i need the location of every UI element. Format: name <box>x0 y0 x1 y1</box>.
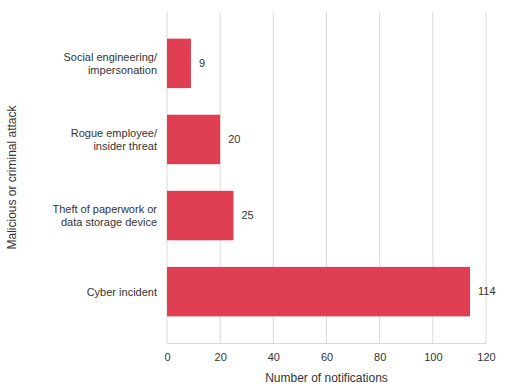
x-tick: 40 <box>268 343 280 363</box>
grid <box>167 12 486 343</box>
y-tick: Theft of paperwork ordata storage device <box>52 203 167 228</box>
x-tick-label: 20 <box>215 351 227 363</box>
y-tick-label: Theft of paperwork ordata storage device <box>52 203 157 228</box>
y-tick-label-line: impersonation <box>88 64 157 76</box>
y-tick-label-line: Social engineering/ <box>63 51 158 63</box>
y-tick-label: Rogue employee/insider threat <box>71 127 158 152</box>
x-axis: 0 20 40 60 80 100 120 <box>164 343 495 363</box>
x-tick: 20 <box>215 343 227 363</box>
data-label: 114 <box>478 285 496 297</box>
bar <box>167 267 470 316</box>
x-axis-title: Number of notifications <box>265 371 388 385</box>
y-axis-title: Malicious or criminal attack <box>5 104 19 249</box>
y-tick-label-line: insider threat <box>93 140 157 152</box>
bar <box>167 39 191 88</box>
x-tick: 60 <box>321 343 333 363</box>
y-tick-label: Social engineering/impersonation <box>63 51 158 76</box>
y-tick-label-line: Rogue employee/ <box>71 127 158 139</box>
x-tick-label: 0 <box>164 351 170 363</box>
y-axis: Social engineering/impersonation Rogue em… <box>52 13 167 344</box>
x-tick-label: 100 <box>424 351 442 363</box>
y-tick: Rogue employee/insider threat <box>71 127 167 152</box>
x-tick-label: 120 <box>477 351 495 363</box>
y-tick-label-line: Theft of paperwork or <box>52 203 157 215</box>
x-axis-line <box>168 343 487 344</box>
data-label: 25 <box>241 209 253 221</box>
x-tick: 120 <box>477 343 495 363</box>
data-label: 20 <box>228 133 240 145</box>
y-tick: Cyber incident <box>87 286 167 298</box>
y-tick-label: Cyber incident <box>87 286 157 298</box>
bar <box>167 191 233 240</box>
x-tick: 100 <box>424 343 442 363</box>
bars <box>167 39 470 317</box>
data-labels: 9 20 25 114 <box>199 57 496 297</box>
y-tick-label-line: Cyber incident <box>87 286 157 298</box>
x-tick-label: 40 <box>268 351 280 363</box>
bar <box>167 115 220 164</box>
x-tick: 0 <box>164 343 170 363</box>
plot: 0 20 40 60 80 100 120 Social engineering/impers… <box>52 12 495 363</box>
y-tick: Social engineering/impersonation <box>63 51 167 76</box>
chart: 0 20 40 60 80 100 120 Social engineering/impers… <box>0 0 510 390</box>
data-label: 9 <box>199 57 205 69</box>
y-tick-label-line: data storage device <box>61 216 157 228</box>
x-tick: 80 <box>374 343 386 363</box>
x-tick-label: 80 <box>374 351 386 363</box>
x-tick-label: 60 <box>321 351 333 363</box>
